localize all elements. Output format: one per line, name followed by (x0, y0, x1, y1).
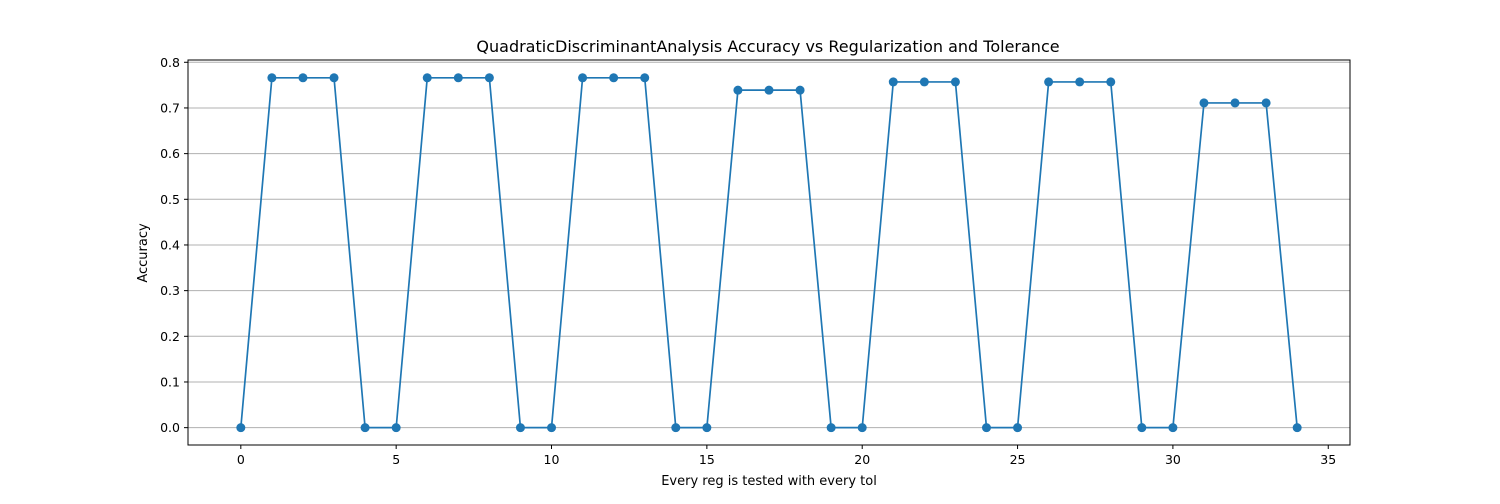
x-tick-label: 5 (392, 452, 400, 467)
x-tick-label: 25 (1010, 452, 1026, 467)
data-point (981, 423, 991, 433)
series-layer (236, 73, 1302, 433)
chart-title: QuadraticDiscriminantAnalysis Accuracy v… (476, 37, 1059, 56)
grid-layer (188, 61, 1350, 429)
y-axis-label: Accuracy (136, 223, 151, 283)
data-point (484, 73, 494, 83)
y-tick-label: 0.8 (160, 55, 180, 70)
data-point (1137, 423, 1147, 433)
data-point (1168, 423, 1178, 433)
y-axis-ticks: 0.0 0.1 0.2 0.3 0.4 0.5 0.6 0.7 0.8 (160, 55, 188, 435)
data-point (1292, 423, 1302, 433)
y-tick-label: 0.6 (160, 146, 180, 161)
data-point (1013, 423, 1023, 433)
data-point (795, 85, 805, 95)
data-point (1199, 98, 1209, 108)
x-tick-label: 30 (1165, 452, 1181, 467)
data-point (1230, 98, 1240, 108)
y-tick-label: 0.1 (160, 374, 180, 389)
data-point (702, 423, 712, 433)
x-tick-label: 15 (699, 452, 715, 467)
data-point (888, 77, 898, 87)
y-tick-label: 0.4 (160, 237, 180, 252)
x-tick-label: 10 (544, 452, 560, 467)
data-point (826, 423, 836, 433)
data-point (453, 73, 463, 83)
x-tick-label: 35 (1320, 452, 1336, 467)
data-point (1261, 98, 1271, 108)
data-point (1075, 77, 1085, 87)
data-point (515, 423, 525, 433)
y-tick-label: 0.7 (160, 100, 180, 115)
data-point (360, 423, 370, 433)
x-axis-label: Every reg is tested with every tol (661, 474, 877, 489)
data-point (764, 85, 774, 95)
plot-frame (187, 59, 1351, 446)
y-tick-label: 0.2 (160, 329, 180, 344)
y-tick-label: 0.3 (160, 283, 180, 298)
x-tick-label: 0 (237, 452, 245, 467)
data-point (733, 85, 743, 95)
data-point (236, 423, 246, 433)
data-point (919, 77, 929, 87)
data-point (1106, 77, 1116, 87)
data-point (1044, 77, 1054, 87)
data-point (298, 73, 308, 83)
data-point (950, 77, 960, 87)
data-point (422, 73, 432, 83)
data-point (640, 73, 650, 83)
data-point (391, 423, 401, 433)
data-point (857, 423, 867, 433)
data-point (329, 73, 339, 83)
y-tick-label: 0.0 (160, 420, 180, 435)
data-point (609, 73, 619, 83)
data-point (267, 73, 277, 83)
x-tick-label: 20 (854, 452, 870, 467)
data-point (547, 423, 557, 433)
x-axis-ticks: 0 5 10 15 20 25 30 35 (237, 445, 1336, 467)
data-point (671, 423, 681, 433)
data-point (578, 73, 588, 83)
series-line (239, 76, 1299, 429)
y-tick-label: 0.5 (160, 192, 180, 207)
